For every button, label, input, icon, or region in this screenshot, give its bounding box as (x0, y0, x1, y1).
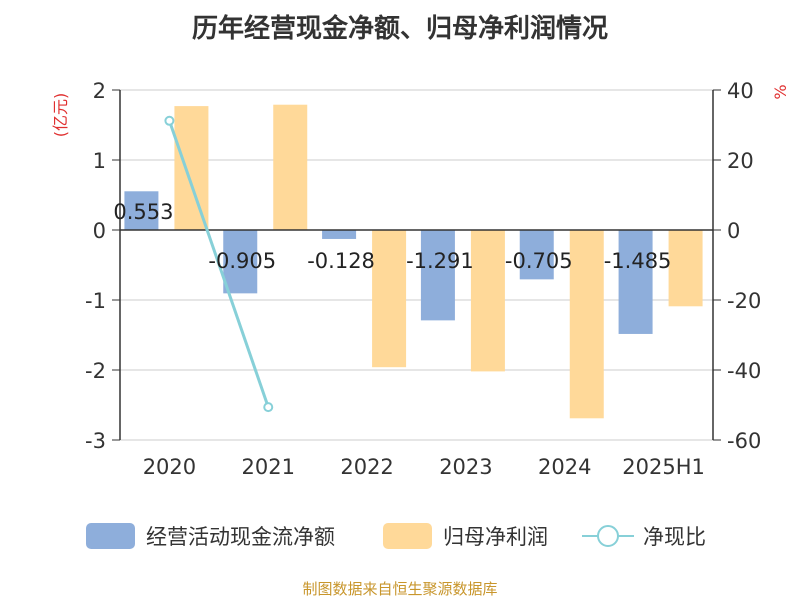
bar-operating-cash-flow (618, 230, 653, 334)
bar-operating-cash-flow (322, 230, 357, 239)
y-left-tick-label: -2 (85, 359, 106, 383)
bar-net-profit (372, 230, 407, 368)
legend-swatch-operating-cash-flow (86, 523, 135, 549)
y-left-tick-label: -1 (85, 289, 106, 313)
bar-operating-cash-flow (223, 230, 258, 294)
legend-swatch-net-profit (383, 523, 432, 549)
data-label: -1.291 (406, 249, 474, 273)
y-right-tick-label: 40 (727, 79, 754, 103)
y-right-tick-label: -20 (727, 289, 761, 313)
bar-net-profit (470, 230, 505, 372)
y-left-tick-label: 1 (93, 149, 106, 173)
y-right-unit-label: % (771, 84, 790, 99)
legend-swatch-cash-ratio-marker (597, 525, 619, 547)
source-note: 制图数据来自恒生聚源数据库 (302, 580, 498, 598)
bar-operating-cash-flow (519, 230, 554, 280)
y-left-tick-label: 2 (93, 79, 106, 103)
data-label: -0.128 (307, 249, 375, 273)
data-label: -0.905 (208, 249, 276, 273)
y-right-tick-label: -40 (727, 359, 761, 383)
bar-net-profit (668, 230, 703, 307)
y-left-tick-label: -3 (85, 429, 106, 453)
bar-net-profit (174, 106, 209, 230)
x-tick-label: 2020 (143, 455, 196, 479)
data-label: 0.553 (113, 200, 173, 224)
bar-net-profit (273, 104, 308, 230)
legend-label: 经营活动现金流净额 (146, 525, 335, 549)
x-tick-label: 2021 (242, 455, 295, 479)
bar-net-profit (569, 230, 604, 419)
line-point (164, 115, 175, 126)
bar-operating-cash-flow (124, 191, 159, 230)
data-label: -1.485 (604, 249, 672, 273)
bar-operating-cash-flow (420, 230, 455, 321)
x-tick-label: 2025H1 (622, 455, 705, 479)
line-point (263, 402, 274, 413)
x-tick-label: 2024 (538, 455, 591, 479)
chart-title: 历年经营现金净额、归母净利润情况 (191, 14, 608, 44)
y-right-tick-label: 0 (727, 219, 740, 243)
y-left-unit-label: (亿元) (51, 93, 70, 138)
legend-label: 净现比 (643, 525, 706, 549)
legend-label: 归母净利润 (443, 525, 548, 549)
x-tick-label: 2023 (439, 455, 492, 479)
x-tick-label: 2022 (340, 455, 393, 479)
y-right-tick-label: -60 (727, 429, 761, 453)
line-cash-ratio (167, 120, 270, 408)
y-right-tick-label: 20 (727, 149, 754, 173)
data-label: -0.705 (505, 249, 573, 273)
y-left-tick-label: 0 (93, 219, 106, 243)
